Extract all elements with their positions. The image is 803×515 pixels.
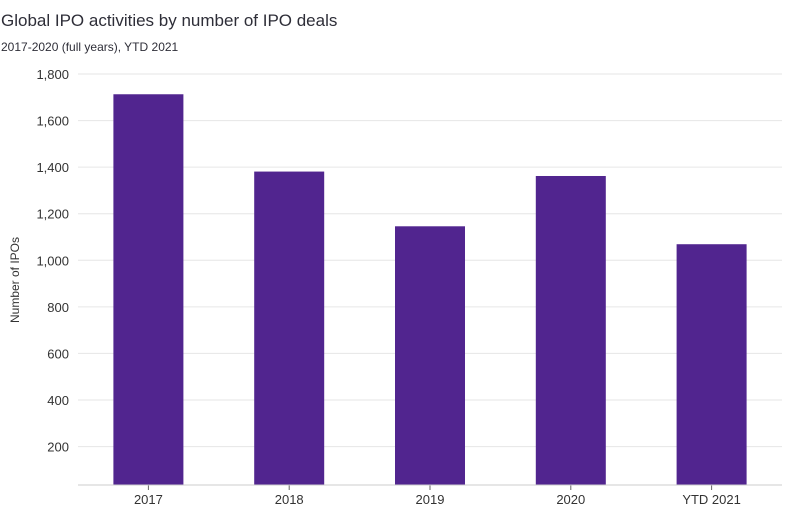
x-tick-label: 2019 [416,492,445,507]
y-tick-label: 800 [47,300,69,315]
x-tick-label: 2020 [556,492,585,507]
x-tick-label: 2018 [275,492,304,507]
gridlines [78,73,782,448]
bars [113,94,747,486]
bar [676,244,747,485]
x-axis-ticks: 2017 2018 2019 2020 YTD 2021 [134,485,741,507]
chart-subtitle: 2017-2020 (full years), YTD 2021 [1,40,179,54]
x-tick-label: 2017 [134,492,163,507]
y-tick-label: 1,000 [36,253,69,268]
y-axis-ticks: 200 400 600 800 1,000 1,200 1,400 1,600 1,800 [36,67,69,455]
bar [395,226,465,486]
y-tick-label: 600 [47,346,69,361]
bar [113,94,184,486]
y-tick-label: 1,400 [36,160,69,175]
y-tick-label: 1,800 [36,67,69,82]
y-tick-label: 200 [47,440,69,455]
y-tick-label: 400 [47,393,69,408]
x-tick-label: YTD 2021 [682,492,741,507]
bar [535,175,606,485]
bar [254,171,325,485]
y-tick-label: 1,600 [36,114,69,129]
y-tick-label: 1,200 [36,207,69,222]
chart-title: Global IPO activities by number of IPO d… [1,11,338,30]
y-axis-label: Number of IPOs [8,237,22,323]
